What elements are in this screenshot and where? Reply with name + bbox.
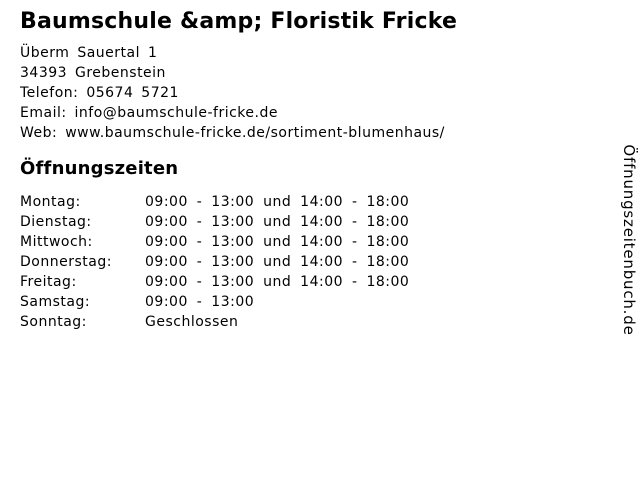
hours-row-mittwoch: Mittwoch: 09:00 - 13:00 und 14:00 - 18:0… xyxy=(20,232,610,252)
hours-row-montag: Montag: 09:00 - 13:00 und 14:00 - 18:00 xyxy=(20,192,610,212)
time-value: 09:00 - 13:00 und 14:00 - 18:00 xyxy=(145,214,410,230)
opening-hours-table: Montag: 09:00 - 13:00 und 14:00 - 18:00 … xyxy=(20,192,610,332)
day-label: Dienstag: xyxy=(20,214,92,230)
hours-row-freitag: Freitag: 09:00 - 13:00 und 14:00 - 18:00 xyxy=(20,272,610,292)
hours-row-samstag: Samstag: 09:00 - 13:00 xyxy=(20,292,610,312)
time-value: Geschlossen xyxy=(145,314,239,330)
time-value: 09:00 - 13:00 xyxy=(145,294,255,310)
street-address: Überm Sauertal 1 xyxy=(20,45,158,61)
time-value: 09:00 - 13:00 und 14:00 - 18:00 xyxy=(145,254,410,270)
day-label: Donnerstag: xyxy=(20,254,112,270)
time-value: 09:00 - 13:00 und 14:00 - 18:00 xyxy=(145,274,410,290)
hours-row-dienstag: Dienstag: 09:00 - 13:00 und 14:00 - 18:0… xyxy=(20,212,610,232)
listing-container: Baumschule &amp; Floristik Fricke Überm … xyxy=(20,9,610,332)
day-label: Samstag: xyxy=(20,294,91,310)
hours-row-sonntag: Sonntag: Geschlossen xyxy=(20,312,610,332)
time-value: 09:00 - 13:00 und 14:00 - 18:00 xyxy=(145,194,410,210)
opening-hours-heading: Öffnungszeiten xyxy=(20,158,179,179)
day-label: Freitag: xyxy=(20,274,77,290)
phone-line: Telefon: 05674 5721 xyxy=(20,85,179,101)
email-line[interactable]: Email: info@baumschule-fricke.de xyxy=(20,105,278,121)
day-label: Mittwoch: xyxy=(20,234,93,250)
business-name-title: Baumschule &amp; Floristik Fricke xyxy=(20,9,458,34)
web-line[interactable]: Web: www.baumschule-fricke.de/sortiment-… xyxy=(20,125,445,141)
hours-row-donnerstag: Donnerstag: 09:00 - 13:00 und 14:00 - 18… xyxy=(20,252,610,272)
day-label: Sonntag: xyxy=(20,314,87,330)
contact-block: Überm Sauertal 1 34393 Grebenstein Telef… xyxy=(20,43,610,143)
time-value: 09:00 - 13:00 und 14:00 - 18:00 xyxy=(145,234,410,250)
day-label: Montag: xyxy=(20,194,81,210)
oeffnungszeitenbuch-branding-link[interactable]: Öffnungszeitenbuch.de xyxy=(620,144,638,336)
city-address: 34393 Grebenstein xyxy=(20,65,166,81)
